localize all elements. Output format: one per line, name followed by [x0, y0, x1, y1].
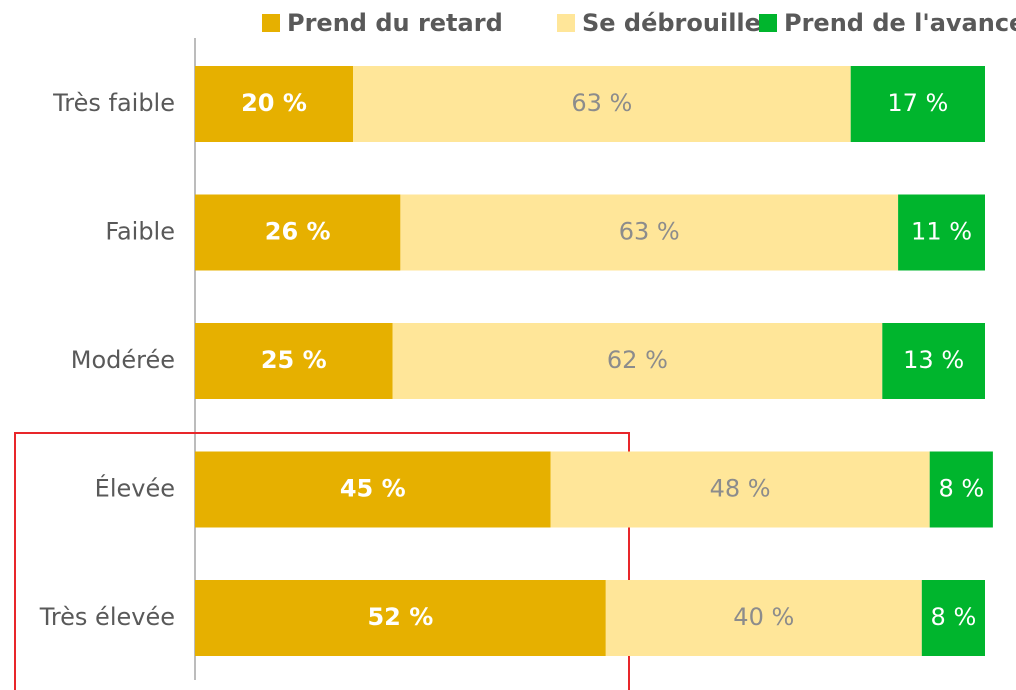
legend-swatch — [262, 14, 280, 32]
bar-segment — [850, 66, 985, 142]
data-label: 20 % — [241, 89, 307, 117]
legend-text: Prend de l'avance — [784, 9, 1016, 37]
data-label: 17 % — [887, 89, 948, 117]
data-label: 40 % — [733, 603, 794, 631]
bar-segment — [882, 323, 985, 399]
y-tick-label: Modérée — [71, 346, 175, 374]
y-tick-label: Très élevée — [39, 603, 175, 631]
bar-segment — [400, 194, 899, 271]
y-tick-label: Très faible — [52, 89, 175, 117]
y-tick-label: Élevée — [95, 474, 175, 503]
legend-swatch — [759, 14, 777, 32]
data-label: 63 % — [619, 218, 680, 246]
legend-text: Se débrouille — [582, 9, 761, 37]
data-label: 52 % — [367, 603, 433, 631]
y-tick-label: Faible — [105, 218, 175, 246]
data-label: 45 % — [340, 475, 406, 503]
bar-segment — [921, 580, 985, 656]
legend-swatch — [557, 14, 575, 32]
bar-segment — [195, 451, 551, 528]
data-label: 11 % — [911, 218, 972, 246]
bar-segment — [195, 66, 353, 142]
data-label: 63 % — [571, 89, 632, 117]
legend-text: Prend du retard — [287, 9, 503, 37]
bar-segment — [195, 323, 393, 399]
data-label: 8 % — [931, 603, 977, 631]
bar-segment — [550, 451, 930, 528]
data-label: 13 % — [903, 346, 964, 374]
bar-segment — [929, 451, 993, 528]
bar-segment — [195, 580, 606, 656]
data-label: 62 % — [607, 346, 668, 374]
bar-segment — [605, 580, 922, 656]
bar-segment — [898, 194, 985, 271]
data-label: 25 % — [261, 346, 327, 374]
highlight-box — [14, 432, 630, 690]
data-label: 8 % — [938, 475, 984, 503]
data-label: 26 % — [265, 218, 331, 246]
data-label: 48 % — [710, 475, 771, 503]
bar-segment — [392, 323, 883, 399]
bar-segment — [353, 66, 851, 142]
bar-segment — [195, 194, 401, 271]
